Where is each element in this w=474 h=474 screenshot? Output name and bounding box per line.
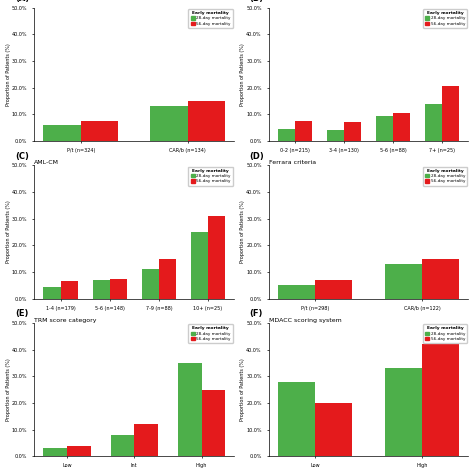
Bar [61, 282, 78, 299]
Bar [111, 435, 134, 456]
Bar [44, 448, 67, 456]
Bar [384, 368, 422, 456]
Bar [81, 121, 118, 141]
Bar [422, 259, 459, 299]
Bar [159, 259, 176, 299]
Text: Ferrara criteria: Ferrara criteria [269, 160, 316, 165]
Bar [315, 403, 353, 456]
Bar [315, 280, 353, 299]
Bar [191, 232, 208, 299]
Text: (F): (F) [250, 310, 263, 319]
Bar [442, 86, 459, 141]
Bar [422, 345, 459, 456]
Bar [67, 446, 91, 456]
Bar [92, 280, 110, 299]
Y-axis label: Proportion of Patients (%): Proportion of Patients (%) [6, 43, 10, 106]
Text: (C): (C) [16, 152, 29, 161]
Bar [425, 104, 442, 141]
Y-axis label: Proportion of Patients (%): Proportion of Patients (%) [240, 358, 245, 421]
Bar [150, 106, 188, 141]
Text: (E): (E) [16, 310, 29, 319]
Text: (A): (A) [16, 0, 30, 3]
Legend: 28-day mortality, 56-day mortality: 28-day mortality, 56-day mortality [189, 166, 233, 185]
Bar [44, 125, 81, 141]
Legend: 28-day mortality, 56-day mortality: 28-day mortality, 56-day mortality [423, 9, 467, 28]
Bar [44, 287, 61, 299]
Text: AML-CM: AML-CM [35, 160, 59, 165]
Bar [134, 425, 158, 456]
Y-axis label: Proportion of Patients (%): Proportion of Patients (%) [240, 201, 245, 264]
Bar [188, 101, 225, 141]
Legend: 28-day mortality, 56-day mortality: 28-day mortality, 56-day mortality [423, 166, 467, 185]
Bar [178, 363, 201, 456]
Bar [384, 264, 422, 299]
Bar [278, 285, 315, 299]
Bar [295, 121, 312, 141]
Legend: 28-day mortality, 56-day mortality: 28-day mortality, 56-day mortality [189, 324, 233, 343]
Legend: 28-day mortality, 56-day mortality: 28-day mortality, 56-day mortality [423, 324, 467, 343]
Bar [201, 390, 225, 456]
Bar [208, 216, 225, 299]
Bar [110, 279, 127, 299]
Y-axis label: Proportion of Patients (%): Proportion of Patients (%) [6, 358, 10, 421]
Text: TRM score category: TRM score category [35, 318, 97, 323]
Bar [376, 116, 393, 141]
Text: MDACC scoring system: MDACC scoring system [269, 318, 341, 323]
Bar [278, 382, 315, 456]
Legend: 28-day mortality, 56-day mortality: 28-day mortality, 56-day mortality [189, 9, 233, 28]
Text: (B): (B) [250, 0, 264, 3]
Bar [393, 113, 410, 141]
Bar [278, 129, 295, 141]
Y-axis label: Proportion of Patients (%): Proportion of Patients (%) [240, 43, 245, 106]
Bar [327, 130, 344, 141]
Bar [142, 269, 159, 299]
Text: (D): (D) [250, 152, 264, 161]
Y-axis label: Proportion of Patients (%): Proportion of Patients (%) [6, 201, 10, 264]
Bar [344, 122, 361, 141]
